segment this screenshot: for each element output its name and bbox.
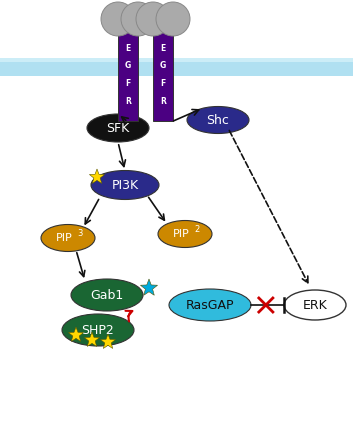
Circle shape (156, 2, 190, 36)
Text: 2: 2 (195, 225, 200, 233)
Text: F: F (125, 79, 131, 88)
Ellipse shape (169, 289, 251, 321)
Text: R: R (125, 97, 131, 106)
Ellipse shape (62, 314, 134, 346)
Text: Shc: Shc (207, 113, 229, 126)
Text: SFK: SFK (106, 121, 130, 135)
Ellipse shape (115, 6, 141, 32)
Text: R: R (160, 97, 166, 106)
Text: PIP: PIP (56, 233, 72, 243)
FancyBboxPatch shape (118, 32, 138, 121)
Polygon shape (100, 334, 116, 349)
Text: 3: 3 (77, 228, 83, 237)
Text: RasGAP: RasGAP (186, 299, 234, 311)
Ellipse shape (158, 220, 212, 247)
Text: PIP: PIP (173, 229, 189, 239)
Text: SHP2: SHP2 (82, 324, 114, 337)
Ellipse shape (284, 290, 346, 320)
Ellipse shape (71, 279, 143, 311)
Text: E: E (125, 44, 131, 52)
Text: Gab1: Gab1 (90, 288, 124, 302)
Polygon shape (84, 332, 100, 346)
Ellipse shape (41, 225, 95, 252)
Text: ERK: ERK (303, 299, 327, 311)
Circle shape (136, 2, 170, 36)
Circle shape (121, 2, 155, 36)
Text: E: E (160, 44, 166, 52)
Circle shape (101, 2, 135, 36)
FancyBboxPatch shape (153, 32, 173, 121)
FancyBboxPatch shape (0, 58, 353, 76)
Polygon shape (140, 279, 157, 295)
Text: G: G (125, 61, 131, 70)
Ellipse shape (87, 114, 149, 142)
Ellipse shape (187, 107, 249, 134)
Ellipse shape (91, 170, 159, 200)
Polygon shape (89, 169, 104, 184)
Polygon shape (68, 327, 84, 341)
Text: G: G (160, 61, 166, 70)
Text: PI3K: PI3K (112, 179, 139, 192)
FancyBboxPatch shape (0, 58, 353, 62)
Text: F: F (160, 79, 166, 88)
Ellipse shape (150, 6, 176, 32)
